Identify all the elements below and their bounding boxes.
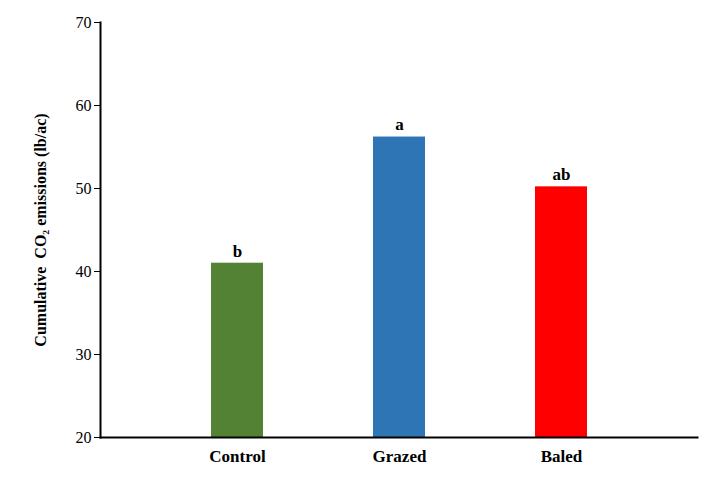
svg-text:Baled: Baled <box>541 447 583 466</box>
svg-text:60: 60 <box>76 97 92 114</box>
svg-text:40: 40 <box>76 263 92 280</box>
svg-text:Control: Control <box>209 447 266 466</box>
svg-text:20: 20 <box>76 429 92 446</box>
svg-text:50: 50 <box>76 180 92 197</box>
svg-text:ab: ab <box>553 165 571 184</box>
svg-text:b: b <box>233 242 242 261</box>
svg-text:Grazed: Grazed <box>373 447 427 466</box>
svg-text:30: 30 <box>76 346 92 363</box>
svg-text:Cumulative CO₂ emissions (lb/: Cumulative CO₂ emissions (lb/ac) <box>32 113 50 346</box>
svg-text:a: a <box>395 115 404 134</box>
svg-text:70: 70 <box>76 14 92 31</box>
